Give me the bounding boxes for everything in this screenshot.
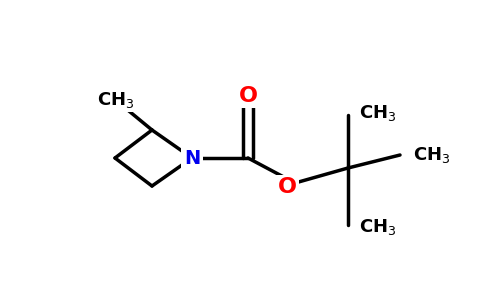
- Text: CH$_3$: CH$_3$: [359, 103, 397, 123]
- Text: N: N: [184, 148, 200, 167]
- Text: O: O: [277, 177, 297, 197]
- Text: CH$_3$: CH$_3$: [359, 217, 397, 237]
- Text: O: O: [239, 86, 257, 106]
- Text: CH$_3$: CH$_3$: [97, 90, 135, 110]
- Text: CH$_3$: CH$_3$: [413, 145, 451, 165]
